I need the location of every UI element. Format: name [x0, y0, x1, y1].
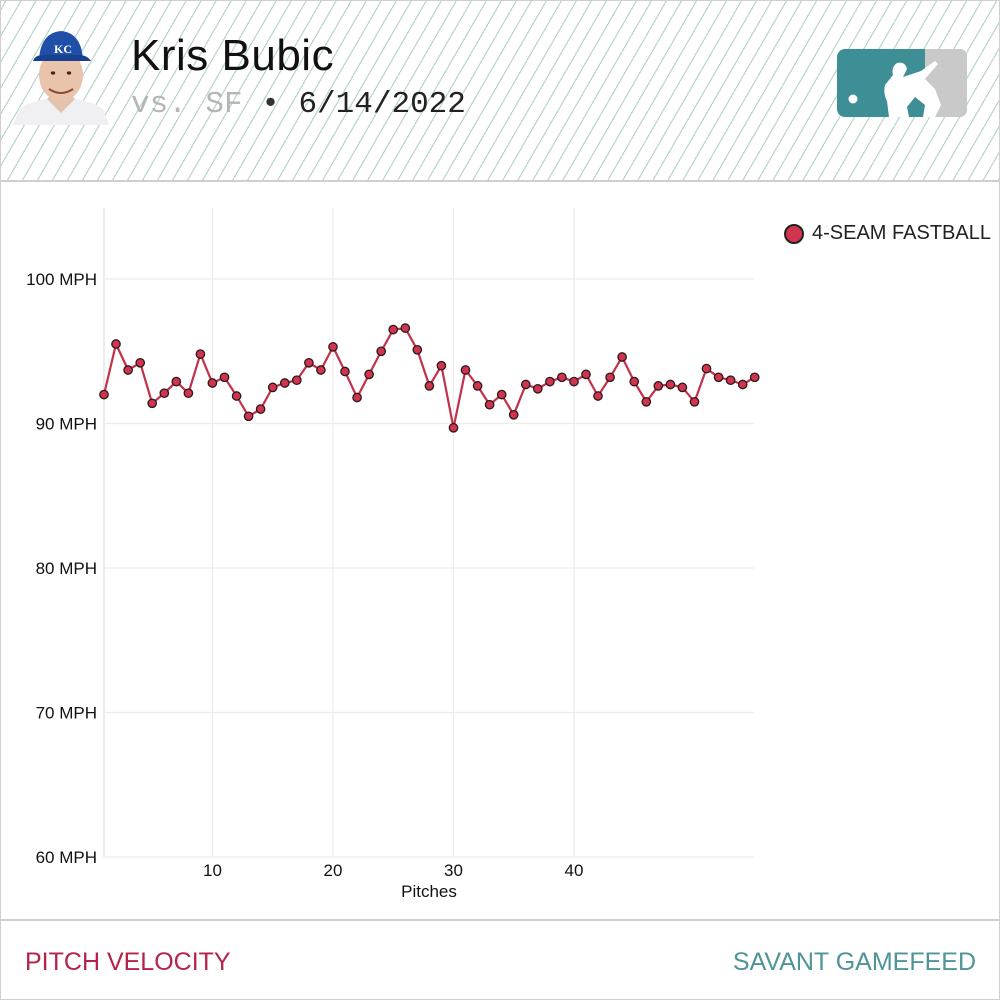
pitch-point[interactable] — [448, 422, 459, 433]
pitch-point[interactable] — [713, 372, 724, 383]
pitch-point[interactable] — [460, 365, 471, 375]
pitch-point[interactable] — [605, 372, 615, 383]
pitch-point[interactable] — [617, 352, 627, 362]
pitch-point[interactable] — [255, 404, 266, 414]
pitch-point[interactable] — [424, 381, 435, 391]
pitch-point[interactable] — [400, 323, 411, 333]
pitch-point[interactable] — [159, 388, 170, 399]
pitch-point[interactable] — [183, 388, 194, 399]
pitch-point[interactable] — [581, 369, 591, 380]
chart-series — [99, 323, 760, 433]
footer-title: PITCH VELOCITY — [25, 948, 231, 976]
game-info: vs. SF • 6/14/2022 — [131, 87, 466, 122]
pitch-point[interactable] — [147, 398, 158, 409]
separator-dot: • — [261, 87, 280, 122]
chart-grid — [103, 208, 754, 858]
chart-legend[interactable]: 4-SEAM FASTBALL — [784, 222, 991, 245]
pitch-point[interactable] — [665, 379, 676, 390]
x-tick-label: 10 — [203, 861, 222, 880]
series-line — [102, 327, 756, 429]
player-name: Kris Bubic — [131, 31, 335, 80]
player-avatar: KC — [11, 23, 111, 125]
mlb-logo-icon — [837, 49, 967, 117]
pitch-point[interactable] — [520, 379, 531, 390]
x-tick-label: 40 — [564, 861, 583, 880]
pitch-point[interactable] — [629, 376, 640, 387]
pitch-point[interactable] — [195, 349, 206, 359]
y-tick-label: 90 MPH — [36, 415, 97, 434]
y-tick-label: 70 MPH — [36, 704, 97, 723]
pitch-point[interactable] — [267, 382, 278, 393]
pitch-point[interactable] — [701, 363, 712, 374]
pitch-point[interactable] — [111, 339, 121, 349]
player-headshot-icon: KC — [13, 31, 109, 125]
pitch-point[interactable] — [99, 389, 109, 400]
pitch-point[interactable] — [352, 392, 362, 403]
x-tick-label: 20 — [323, 861, 342, 880]
pitch-point[interactable] — [304, 357, 314, 368]
pitch-point[interactable] — [231, 391, 242, 401]
y-tick-label: 60 MPH — [36, 848, 97, 867]
pitch-point[interactable] — [376, 346, 387, 357]
pitch-point[interactable] — [328, 342, 338, 352]
pitch-point[interactable] — [123, 365, 133, 375]
pitch-point[interactable] — [364, 369, 374, 380]
header: KC Kris Bubic vs. SF • 6/14/2022 — [1, 1, 999, 182]
pitch-point[interactable] — [316, 365, 326, 375]
legend-label: 4-SEAM FASTBALL — [812, 222, 991, 244]
game-date: 6/14/2022 — [298, 87, 466, 122]
pitch-point[interactable] — [641, 396, 652, 407]
pitch-point[interactable] — [496, 389, 507, 400]
pitch-point[interactable] — [135, 357, 146, 368]
pitch-point[interactable] — [388, 324, 399, 335]
pitch-point[interactable] — [725, 375, 736, 386]
mlb-logo — [837, 49, 967, 117]
pitch-point[interactable] — [593, 391, 603, 401]
pitch-point[interactable] — [737, 379, 748, 390]
pitch-point[interactable] — [545, 376, 555, 387]
pitch-point[interactable] — [653, 381, 664, 391]
legend-swatch — [784, 223, 804, 244]
pitch-point[interactable] — [436, 360, 447, 371]
pitch-point[interactable] — [532, 383, 543, 394]
pitch-point[interactable] — [689, 396, 700, 407]
x-tick-label: 30 — [444, 861, 463, 880]
y-tick-label: 100 MPH — [26, 270, 97, 289]
svg-text:KC: KC — [54, 42, 72, 56]
pitch-point[interactable] — [749, 372, 760, 383]
chart-axes: 10 20 30 40 100 MPH 90 MPH 80 MPH 70 MPH 60 MPH — [26, 270, 583, 880]
pitch-point[interactable] — [207, 378, 218, 388]
y-tick-label: 80 MPH — [36, 559, 97, 578]
pitch-point[interactable] — [279, 378, 290, 388]
footer-brand-link[interactable]: SAVANT GAMEFEED — [732, 948, 976, 976]
pitch-point[interactable] — [412, 344, 423, 355]
pitch-point[interactable] — [484, 399, 495, 410]
pitch-point[interactable] — [472, 381, 483, 391]
pitch-point[interactable] — [557, 372, 567, 383]
pitch-point[interactable] — [677, 382, 688, 393]
pitch-point[interactable] — [569, 376, 579, 387]
pitch-point[interactable] — [508, 409, 519, 420]
pitch-point[interactable] — [291, 375, 302, 386]
pitch-point[interactable] — [219, 372, 230, 383]
footer: PITCH VELOCITY SAVANT GAMEFEED — [1, 919, 999, 1001]
x-axis-label: Pitches — [401, 882, 457, 901]
opponent-label: vs. SF — [131, 87, 243, 122]
pitch-point[interactable] — [340, 366, 350, 377]
pitch-point[interactable] — [243, 411, 254, 422]
pitch-point[interactable] — [171, 376, 182, 387]
